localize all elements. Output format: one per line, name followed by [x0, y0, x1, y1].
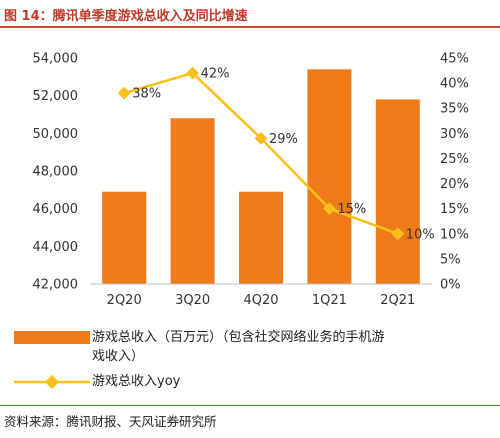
footer-rule	[0, 405, 500, 406]
x-tick-label: 3Q20	[175, 293, 210, 308]
bar	[239, 191, 283, 284]
bar	[102, 191, 147, 284]
legend-line-swatch	[14, 375, 90, 389]
legend-revenue-label-line2: 戏收入）	[92, 349, 145, 364]
legend-yoy-label: 游戏总收入yoy	[92, 374, 181, 389]
left-tick-label: 42,000	[33, 278, 79, 293]
right-tick-label: 20%	[440, 177, 469, 192]
x-axis: 2Q20 3Q20 4Q20 1Q21 2Q21	[107, 293, 416, 308]
x-tick-label: 1Q21	[312, 293, 347, 308]
right-tick-label: 30%	[440, 127, 469, 142]
yoy-data-label: 29%	[269, 132, 298, 147]
yoy-marker	[391, 227, 405, 241]
figure-header: 图 14：腾讯单季度游戏总收入及同比增速	[0, 0, 500, 28]
source-note: 资料来源：腾讯财报、天风证券研究所	[4, 414, 217, 429]
yoy-data-label: 38%	[132, 87, 161, 102]
x-tick-label: 2Q20	[107, 293, 142, 308]
chart: 42,000 44,000 46,000 48,000 50,000 52,000 54,0…	[33, 52, 469, 309]
yoy-data-label: 10%	[406, 227, 435, 242]
bar	[307, 69, 352, 284]
bar	[375, 99, 420, 284]
yoy-marker	[254, 131, 268, 145]
right-axis: 0% 5% 10% 15% 20% 25% 30% 35% 40% 45%	[440, 52, 469, 293]
left-tick-label: 52,000	[33, 89, 79, 104]
left-tick-label: 48,000	[33, 165, 79, 180]
right-tick-label: 0%	[440, 278, 461, 293]
right-tick-label: 45%	[440, 52, 469, 67]
right-tick-label: 35%	[440, 102, 469, 117]
legend-item-yoy: 游戏总收入yoy	[14, 372, 180, 391]
legend-revenue-label-line1: 游戏总收入（百万元）（包含社交网络业务的手机游	[92, 330, 385, 345]
yoy-data-label: 15%	[337, 202, 366, 217]
yoy-marker	[117, 86, 131, 100]
right-tick-label: 40%	[440, 77, 469, 92]
legend-revenue-text: 游戏总收入（百万元）（包含社交网络业务的手机游 戏收入）	[92, 328, 492, 366]
yoy-marker	[323, 202, 336, 216]
left-tick-label: 50,000	[33, 127, 79, 142]
right-tick-label: 15%	[440, 202, 469, 217]
x-tick-label: 4Q20	[243, 293, 278, 308]
right-tick-label: 5%	[440, 252, 461, 267]
legend-bar-swatch	[14, 331, 90, 344]
left-axis: 42,000 44,000 46,000 48,000 50,000 52,000 54,0…	[33, 52, 79, 293]
left-tick-label: 54,000	[33, 52, 79, 67]
right-tick-label: 10%	[440, 227, 469, 242]
left-tick-label: 46,000	[33, 202, 79, 217]
bar	[170, 118, 215, 285]
left-tick-label: 44,000	[33, 240, 79, 255]
x-tick-label: 2Q21	[380, 293, 415, 308]
yoy-data-label: 42%	[201, 67, 230, 82]
yoy-marker	[186, 66, 199, 80]
figure-title: 图 14：腾讯单季度游戏总收入及同比增速	[4, 9, 248, 24]
legend-item-revenue: 游戏总收入（百万元）（包含社交网络业务的手机游 戏收入）	[14, 328, 492, 366]
bar-series	[102, 69, 420, 285]
right-tick-label: 25%	[440, 152, 469, 167]
